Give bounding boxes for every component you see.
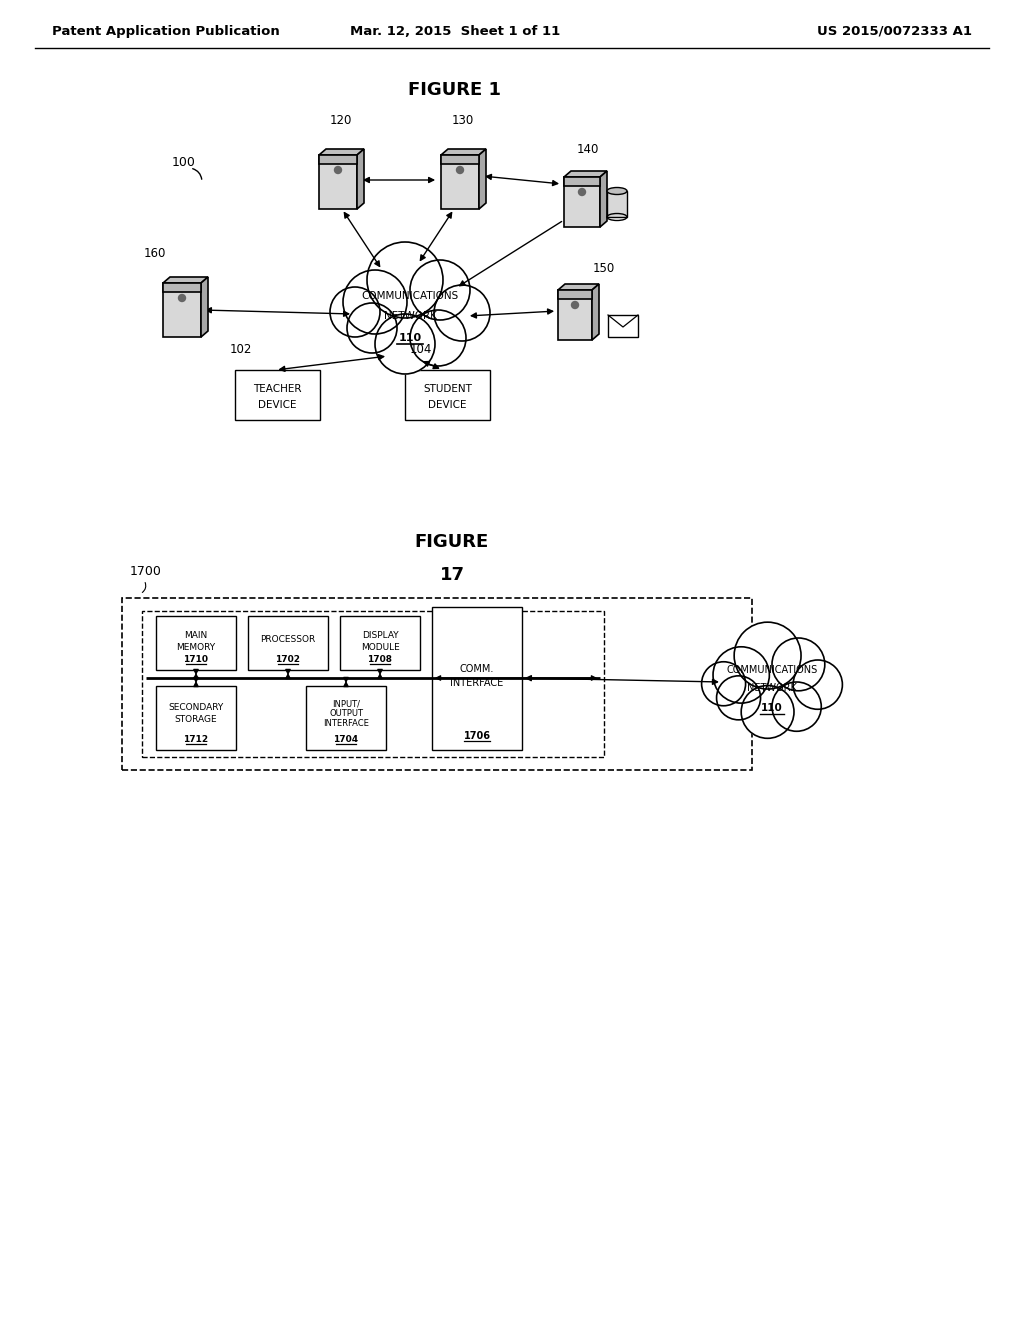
Text: Mar. 12, 2015  Sheet 1 of 11: Mar. 12, 2015 Sheet 1 of 11 (350, 25, 560, 38)
Text: DISPLAY: DISPLAY (361, 631, 398, 640)
Text: OUTPUT: OUTPUT (329, 710, 362, 718)
Circle shape (335, 166, 341, 173)
FancyBboxPatch shape (564, 177, 600, 227)
Circle shape (347, 304, 397, 352)
FancyBboxPatch shape (142, 611, 604, 756)
Polygon shape (600, 172, 607, 227)
Text: DEVICE: DEVICE (428, 400, 467, 411)
Text: FIGURE 1: FIGURE 1 (409, 81, 502, 99)
Circle shape (772, 638, 824, 690)
Polygon shape (441, 149, 486, 154)
Text: NETWORK: NETWORK (748, 682, 797, 693)
Polygon shape (201, 277, 208, 337)
Text: 110: 110 (398, 333, 422, 343)
Circle shape (701, 661, 745, 706)
Circle shape (772, 682, 821, 731)
FancyBboxPatch shape (340, 616, 420, 671)
Text: 1712: 1712 (183, 734, 209, 743)
FancyBboxPatch shape (406, 370, 490, 420)
FancyBboxPatch shape (306, 686, 386, 750)
Text: 130: 130 (452, 114, 474, 127)
Text: 1710: 1710 (183, 655, 209, 664)
Text: 1706: 1706 (464, 731, 490, 741)
Circle shape (343, 271, 407, 334)
Polygon shape (592, 284, 599, 341)
Polygon shape (479, 149, 486, 209)
Circle shape (330, 286, 380, 337)
FancyBboxPatch shape (441, 154, 479, 209)
Circle shape (571, 301, 579, 309)
Text: 100: 100 (172, 156, 196, 169)
Text: NETWORK: NETWORK (384, 312, 436, 321)
Circle shape (713, 647, 769, 704)
Text: FIGURE: FIGURE (415, 533, 489, 550)
Text: 120: 120 (330, 114, 352, 127)
Text: 17: 17 (439, 566, 465, 583)
Circle shape (410, 260, 470, 319)
Text: 104: 104 (410, 343, 432, 356)
FancyBboxPatch shape (234, 370, 319, 420)
Text: 110: 110 (761, 704, 783, 713)
FancyBboxPatch shape (163, 282, 201, 292)
Text: 160: 160 (144, 247, 166, 260)
Text: Patent Application Publication: Patent Application Publication (52, 25, 280, 38)
Text: US 2015/0072333 A1: US 2015/0072333 A1 (817, 25, 972, 38)
Text: 1702: 1702 (275, 655, 300, 664)
Polygon shape (163, 277, 208, 282)
Circle shape (367, 242, 443, 318)
FancyBboxPatch shape (319, 154, 357, 209)
Circle shape (457, 166, 464, 173)
Circle shape (410, 310, 466, 366)
Circle shape (717, 676, 761, 719)
FancyBboxPatch shape (564, 177, 600, 186)
FancyBboxPatch shape (122, 598, 752, 770)
Text: STORAGE: STORAGE (175, 715, 217, 725)
Text: SECONDARY: SECONDARY (168, 704, 223, 713)
Text: 1708: 1708 (368, 655, 392, 664)
FancyBboxPatch shape (163, 282, 201, 337)
FancyBboxPatch shape (608, 315, 638, 337)
FancyBboxPatch shape (248, 616, 328, 671)
Text: COMMUNICATIONS: COMMUNICATIONS (726, 665, 817, 675)
Circle shape (375, 314, 435, 374)
Ellipse shape (607, 187, 627, 194)
FancyBboxPatch shape (558, 290, 592, 300)
Text: 1704: 1704 (334, 734, 358, 743)
Text: INTERFACE: INTERFACE (451, 677, 504, 688)
Circle shape (741, 685, 794, 738)
Text: STUDENT: STUDENT (423, 384, 472, 393)
Circle shape (734, 622, 801, 689)
FancyBboxPatch shape (156, 616, 236, 671)
Text: PROCESSOR: PROCESSOR (260, 635, 315, 644)
Text: MEMORY: MEMORY (176, 644, 216, 652)
Text: MODULE: MODULE (360, 644, 399, 652)
Text: DEVICE: DEVICE (258, 400, 297, 411)
Polygon shape (564, 172, 607, 177)
Text: COMM.: COMM. (460, 664, 495, 673)
Text: 102: 102 (230, 343, 252, 356)
Text: INTERFACE: INTERFACE (323, 719, 369, 729)
FancyBboxPatch shape (558, 290, 592, 341)
Polygon shape (357, 149, 364, 209)
Circle shape (434, 285, 490, 341)
FancyBboxPatch shape (319, 154, 357, 164)
Text: INPUT/: INPUT/ (332, 700, 360, 709)
Polygon shape (319, 149, 364, 154)
Circle shape (794, 660, 843, 709)
Text: MAIN: MAIN (184, 631, 208, 640)
Text: 150: 150 (593, 261, 615, 275)
Text: TEACHER: TEACHER (253, 384, 302, 393)
Circle shape (579, 189, 586, 195)
Text: COMMUNICATIONS: COMMUNICATIONS (361, 290, 459, 301)
Polygon shape (558, 284, 599, 290)
FancyBboxPatch shape (156, 686, 236, 750)
FancyBboxPatch shape (607, 191, 627, 216)
FancyBboxPatch shape (432, 607, 522, 750)
Text: 1700: 1700 (130, 565, 162, 578)
FancyBboxPatch shape (441, 154, 479, 164)
Circle shape (178, 294, 185, 301)
Text: 140: 140 (577, 143, 599, 156)
